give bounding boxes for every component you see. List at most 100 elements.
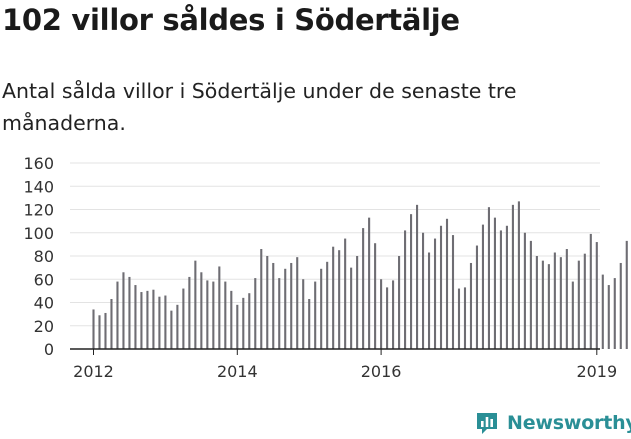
y-tick-label: 20 — [34, 317, 54, 336]
bar — [427, 252, 431, 349]
bar — [475, 245, 479, 349]
bar — [559, 257, 562, 349]
bar — [230, 290, 233, 349]
bar — [260, 249, 263, 349]
bar — [487, 207, 490, 349]
bar — [445, 218, 449, 349]
bar — [386, 287, 389, 349]
bar — [182, 288, 185, 349]
bar — [110, 299, 113, 349]
bar — [565, 249, 568, 349]
bar — [134, 285, 137, 349]
bar — [613, 278, 616, 349]
bar — [146, 290, 149, 349]
bar — [344, 238, 347, 349]
bar — [416, 204, 419, 349]
bar — [499, 230, 502, 349]
bar — [398, 256, 401, 349]
y-tick-label: 100 — [23, 224, 54, 243]
bar — [92, 309, 95, 349]
bar — [248, 293, 251, 349]
bar — [284, 268, 287, 349]
bar — [314, 281, 317, 349]
bar — [338, 250, 341, 349]
x-tick-label: 2012 — [73, 362, 114, 381]
brand: Newsworthy — [474, 408, 631, 438]
bar — [266, 256, 269, 349]
bar — [356, 256, 359, 349]
bar — [236, 304, 239, 349]
x-tick-label: 2014 — [217, 362, 258, 381]
bar — [410, 214, 413, 349]
chart-subtitle: Antal sålda villor i Södertälje under de… — [2, 79, 517, 135]
bar — [164, 295, 167, 349]
bar — [212, 281, 215, 349]
bar — [541, 260, 544, 349]
bar — [529, 240, 532, 349]
bar — [625, 240, 628, 349]
bar — [571, 281, 574, 349]
bar — [320, 268, 323, 349]
bar — [254, 278, 257, 349]
bar — [511, 204, 514, 349]
bar — [98, 315, 101, 349]
bar — [601, 274, 604, 349]
bar — [392, 280, 395, 349]
bar — [224, 281, 227, 349]
bar — [326, 261, 329, 349]
y-tick-label: 160 — [23, 154, 54, 173]
bar — [505, 225, 508, 349]
bar — [535, 256, 538, 349]
y-tick-label: 140 — [23, 177, 54, 196]
bar — [583, 253, 586, 349]
x-tick-label: 2019 — [576, 362, 617, 381]
bar — [362, 228, 365, 349]
bar — [116, 281, 119, 349]
bar — [595, 242, 598, 349]
bar — [350, 267, 353, 349]
bar — [200, 272, 203, 349]
bar — [481, 224, 485, 349]
bar — [404, 230, 407, 349]
x-axis: 2012201420162019202120232025 — [70, 348, 617, 381]
chart-title: 102 villor såldes i Södertälje — [2, 3, 460, 37]
bar — [577, 260, 580, 349]
bar — [152, 289, 155, 349]
bar — [242, 297, 245, 349]
bar — [122, 272, 125, 349]
y-tick-label: 120 — [23, 201, 54, 220]
bar — [517, 201, 520, 349]
bar — [128, 276, 131, 349]
bar — [290, 262, 293, 349]
bar — [218, 266, 221, 349]
y-axis-labels: 0 20 40 60 80 100 120 140 160 — [23, 154, 54, 359]
newsworthy-chart-logo-icon — [477, 413, 497, 434]
bar — [176, 304, 179, 349]
bar — [296, 257, 299, 349]
y-tick-label: 0 — [44, 340, 54, 359]
bar — [380, 279, 383, 349]
bar — [170, 310, 173, 349]
y-tick-label: 80 — [34, 247, 54, 266]
bar — [206, 280, 209, 349]
bar — [140, 292, 143, 349]
bar — [421, 232, 425, 349]
bar — [619, 262, 622, 349]
bar — [104, 312, 107, 349]
bar — [457, 288, 461, 349]
y-gridlines — [70, 162, 600, 327]
bar — [493, 217, 496, 349]
bar — [547, 264, 550, 349]
brand-name: Newsworthy — [507, 412, 631, 434]
bars — [92, 201, 628, 349]
bar — [469, 262, 473, 349]
bar — [368, 217, 371, 349]
bar — [158, 296, 161, 349]
bar — [188, 276, 191, 349]
y-tick-label: 40 — [34, 294, 54, 313]
bar — [374, 243, 377, 349]
bar — [439, 225, 443, 349]
bar — [463, 287, 467, 349]
y-tick-label: 60 — [34, 270, 54, 289]
bar — [451, 235, 455, 349]
